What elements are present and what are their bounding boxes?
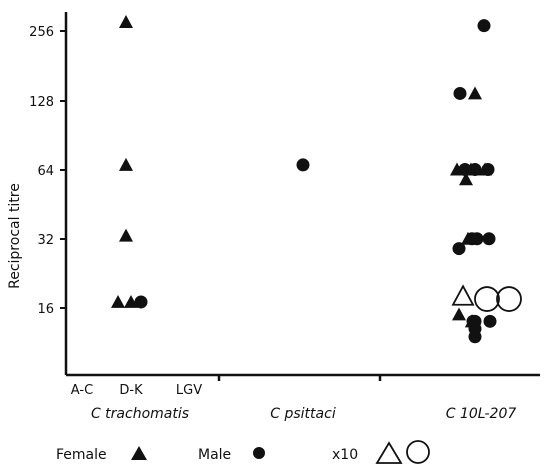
y-tick-label: 256 [29,25,54,40]
y-tick-label: 16 [37,302,54,317]
x-group-label: C trachomatis [91,406,189,422]
x10-triangle-point [451,284,475,306]
male-point [477,19,491,33]
legend-male-label: Male [198,447,231,463]
x-subcategory-label: D-K [119,383,143,398]
male-point [453,86,467,100]
y-tick-label: 64 [37,164,54,179]
male-point [468,330,482,344]
legend-female-marker [131,446,147,460]
legend-female-label: Female [56,447,107,463]
female-point [119,157,133,171]
male-point [452,242,466,256]
male-point [482,232,496,246]
female-point [468,86,482,100]
legend-x10-circle-marker [406,440,430,464]
x-subcategory-label: A-C [71,383,93,398]
y-axis-label: Reciprocal titre [7,183,23,289]
male-point [465,232,479,246]
x-group-label: C 10L-207 [446,406,517,422]
male-point [458,163,472,176]
female-point [452,307,466,321]
male-point [481,163,495,176]
legend: Female Male x10 [56,440,430,464]
y-tick-label: 32 [37,233,54,248]
legend-x10-label: x10 [332,447,358,463]
female-point [119,228,133,242]
female-point [111,294,125,308]
x-subcategory-label: LGV [176,383,202,398]
legend-male-marker [253,447,265,459]
data-marks [111,15,522,344]
female-point [119,15,133,28]
legend-x10-triangle-marker [375,441,403,464]
y-ticks: 256 128 64 32 16 [29,25,66,317]
x-group-label: C psittaci [270,406,336,422]
female-point [459,172,473,186]
y-tick-label: 128 [29,95,54,110]
female-point [124,294,138,308]
male-point [134,295,148,309]
male-point [483,314,497,328]
x10-circle-point [496,286,522,312]
male-point [296,158,310,172]
male-point [468,163,482,176]
x10-circle-point [474,286,500,312]
